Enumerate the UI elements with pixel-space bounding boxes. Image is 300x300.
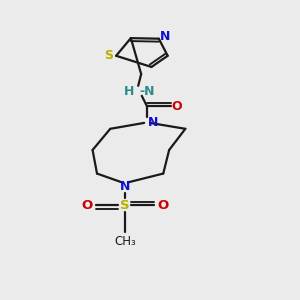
Text: O: O xyxy=(82,199,93,212)
Text: N: N xyxy=(160,30,170,43)
Text: CH₃: CH₃ xyxy=(114,235,136,248)
Text: -N: -N xyxy=(140,85,155,98)
Text: H: H xyxy=(124,85,135,98)
Text: N: N xyxy=(148,116,159,129)
Text: O: O xyxy=(157,199,168,212)
Text: S: S xyxy=(104,49,113,62)
Text: S: S xyxy=(120,199,130,212)
Text: N: N xyxy=(120,180,130,193)
Text: O: O xyxy=(172,100,182,113)
